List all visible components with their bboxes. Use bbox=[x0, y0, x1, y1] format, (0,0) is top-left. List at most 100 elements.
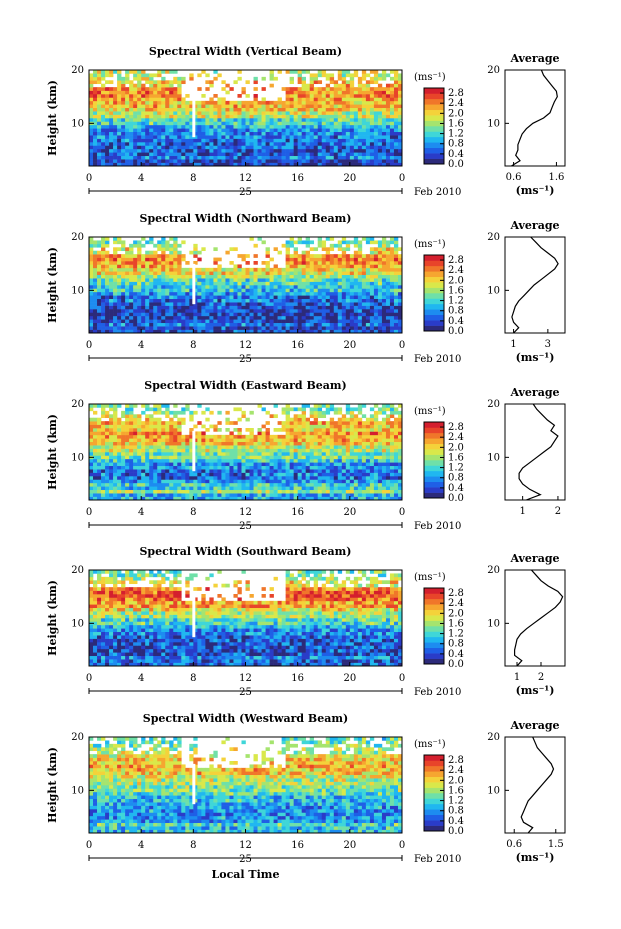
heatmap-cell bbox=[201, 128, 206, 133]
heatmap-cell bbox=[309, 291, 315, 296]
heatmap-cell bbox=[97, 493, 102, 497]
heatmap-cell bbox=[333, 278, 339, 282]
heatmap-cell bbox=[321, 70, 327, 74]
heatmap-cell bbox=[97, 148, 102, 153]
heatmap-cell bbox=[133, 305, 138, 310]
heatmap-cell bbox=[157, 131, 162, 136]
heatmap-cell bbox=[105, 107, 110, 112]
heatmap-cell bbox=[345, 469, 351, 473]
heatmap-cell bbox=[385, 493, 391, 497]
heatmap-cell bbox=[137, 128, 142, 133]
heatmap-cell bbox=[373, 100, 379, 105]
heatmap-cell bbox=[121, 309, 126, 313]
heatmap-cell bbox=[277, 135, 282, 139]
heatmap-cell bbox=[189, 476, 194, 480]
heatmap-cell bbox=[137, 80, 142, 85]
heatmap-cell bbox=[273, 465, 278, 470]
heatmap-cell bbox=[281, 469, 286, 473]
heatmap-cell bbox=[309, 162, 315, 167]
heatmap-cell bbox=[341, 288, 347, 293]
heatmap-cell bbox=[221, 281, 226, 286]
heatmap-cell bbox=[305, 107, 310, 112]
heatmap-cell bbox=[145, 302, 150, 306]
heatmap-cell bbox=[357, 264, 363, 269]
heatmap-cell bbox=[157, 281, 162, 286]
heatmap-cell bbox=[257, 291, 262, 296]
heatmap-cell bbox=[389, 107, 395, 112]
heatmap-cell bbox=[365, 326, 371, 330]
heatmap-cell bbox=[157, 452, 162, 456]
heatmap-cell bbox=[385, 107, 391, 112]
heatmap-cell bbox=[249, 472, 254, 477]
heatmap-cell bbox=[309, 496, 315, 501]
heatmap-cell bbox=[369, 118, 375, 122]
heatmap-cell bbox=[149, 291, 154, 296]
heatmap-cell bbox=[217, 302, 222, 306]
heatmap-cell bbox=[301, 159, 306, 163]
heatmap-cell bbox=[169, 138, 174, 143]
heatmap-cell bbox=[293, 250, 298, 255]
heatmap-cell bbox=[125, 104, 130, 109]
heatmap-cell bbox=[373, 97, 379, 102]
heatmap-cell bbox=[177, 298, 182, 303]
heatmap-cell bbox=[233, 309, 238, 313]
heatmap-cell bbox=[225, 104, 230, 109]
heatmap-cell bbox=[105, 243, 110, 248]
heatmap-cell bbox=[257, 135, 262, 139]
heatmap-cell bbox=[205, 458, 210, 463]
heatmap-cell bbox=[189, 155, 194, 160]
heatmap-cell bbox=[341, 264, 347, 269]
heatmap-cell bbox=[357, 104, 363, 109]
heatmap-cell bbox=[145, 458, 150, 463]
heatmap-cell bbox=[289, 489, 294, 494]
colorbar-tick-label: 0.4 bbox=[448, 149, 464, 160]
heatmap-cell bbox=[89, 243, 94, 248]
heatmap-cell bbox=[353, 281, 359, 286]
heatmap-cell bbox=[365, 121, 371, 126]
heatmap-cell bbox=[121, 131, 126, 136]
heatmap-cell bbox=[193, 152, 198, 157]
heatmap-cell bbox=[129, 162, 134, 167]
heatmap-cell bbox=[317, 128, 323, 133]
heatmap-cell bbox=[329, 496, 335, 501]
heatmap-cell bbox=[173, 111, 178, 115]
heatmap-cell bbox=[241, 315, 246, 320]
heatmap-cell bbox=[265, 319, 270, 324]
heatmap-cell bbox=[205, 135, 210, 139]
heatmap-cell bbox=[329, 124, 335, 129]
avg-x-axis-label: (ms⁻¹) bbox=[516, 351, 555, 364]
heatmap-cell bbox=[269, 70, 274, 74]
heatmap-cell bbox=[209, 104, 214, 109]
heatmap-cell bbox=[205, 472, 210, 477]
heatmap-cell bbox=[253, 128, 258, 133]
heatmap-cell bbox=[309, 94, 315, 98]
heatmap-cell bbox=[173, 291, 178, 296]
heatmap-cell bbox=[257, 114, 262, 119]
heatmap-cell bbox=[377, 302, 383, 306]
heatmap-cell bbox=[205, 298, 210, 303]
heatmap-cell bbox=[101, 312, 106, 317]
heatmap-cell bbox=[129, 80, 134, 85]
heatmap-cell bbox=[289, 291, 294, 296]
heatmap-cell bbox=[89, 237, 94, 241]
heatmap-cell bbox=[177, 465, 182, 470]
heatmap-cell bbox=[129, 482, 134, 487]
heatmap-cell bbox=[377, 309, 383, 313]
heatmap-cell bbox=[101, 309, 106, 313]
heatmap-cell bbox=[369, 486, 375, 491]
heatmap-cell bbox=[165, 83, 170, 88]
heatmap-cell bbox=[249, 312, 254, 317]
heatmap-cell bbox=[397, 274, 403, 279]
heatmap-cell bbox=[225, 278, 230, 282]
heatmap-cell bbox=[153, 104, 158, 109]
heatmap-cell bbox=[185, 482, 190, 487]
heatmap-cell bbox=[249, 138, 254, 143]
heatmap-cell bbox=[245, 124, 250, 129]
heatmap-cell bbox=[361, 97, 367, 102]
heatmap-cell bbox=[273, 142, 278, 146]
heatmap-cell bbox=[341, 298, 347, 303]
heatmap-cell bbox=[221, 295, 226, 300]
heatmap-cell bbox=[313, 486, 319, 491]
heatmap-cell bbox=[129, 243, 134, 248]
heatmap-cell bbox=[121, 247, 126, 252]
